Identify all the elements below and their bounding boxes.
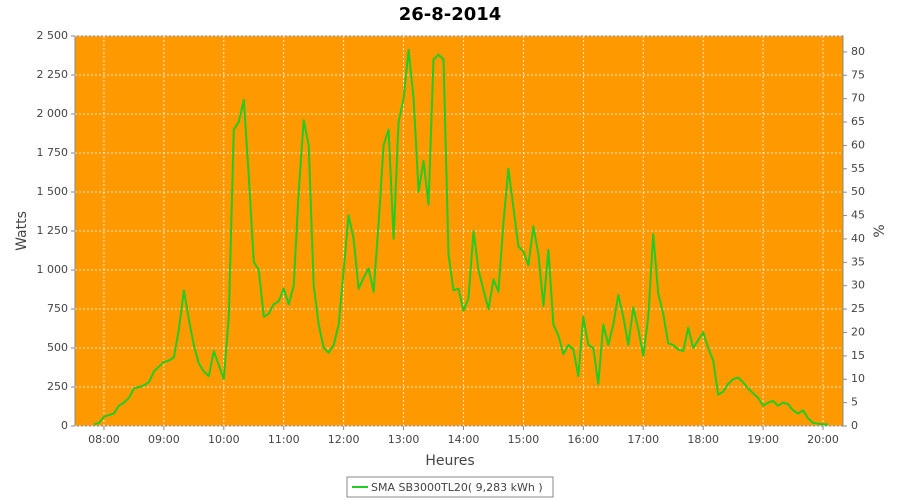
x-tick-label: 10:00 xyxy=(208,433,240,446)
y-tick-label: 1 750 xyxy=(37,146,69,159)
x-tick-label: 19:00 xyxy=(747,433,779,446)
y2-tick-label: 50 xyxy=(851,185,865,198)
y2-tick-label: 10 xyxy=(851,372,865,385)
y-tick-label: 0 xyxy=(61,419,68,432)
x-tick-label: 20:00 xyxy=(807,433,839,446)
y-tick-label: 2 250 xyxy=(37,68,69,81)
y2-tick-label: 75 xyxy=(851,68,865,81)
x-tick-label: 12:00 xyxy=(328,433,360,446)
y2-tick-label: 80 xyxy=(851,45,865,58)
legend-box xyxy=(346,476,554,498)
x-axis-label: Heures xyxy=(425,453,474,469)
y2-tick-label: 20 xyxy=(851,325,865,338)
y2-tick-label: 70 xyxy=(851,92,865,105)
data-line xyxy=(93,49,828,426)
y2-tick-label: 45 xyxy=(851,209,865,222)
y2-tick-label: 40 xyxy=(851,232,865,245)
y2-tick-label: 0 xyxy=(851,419,858,432)
y2-tick-label: 60 xyxy=(851,138,865,151)
chart-title: 26-8-2014 xyxy=(399,4,502,25)
y2-tick-label: 5 xyxy=(851,396,858,409)
y2-tick-label: 65 xyxy=(851,115,865,128)
y-tick-label: 2 000 xyxy=(37,107,69,120)
legend-label: SMA SB3000TL20( 9,283 kWh ) xyxy=(371,481,543,494)
y-tick-label: 750 xyxy=(47,302,68,315)
x-tick-label: 13:00 xyxy=(388,433,420,446)
x-tick-label: 17:00 xyxy=(627,433,659,446)
y2-tick-label: 15 xyxy=(851,349,865,362)
y2-tick-label: 35 xyxy=(851,255,865,268)
x-tick-label: 18:00 xyxy=(687,433,719,446)
x-tick-label: 16:00 xyxy=(567,433,599,446)
y-tick-label: 2 500 xyxy=(37,29,69,42)
y-tick-label: 1 500 xyxy=(37,185,69,198)
x-tick-label: 14:00 xyxy=(448,433,480,446)
x-tick-label: 15:00 xyxy=(508,433,540,446)
y-tick-label: 1 000 xyxy=(37,263,69,276)
y2-tick-label: 30 xyxy=(851,279,865,292)
y-tick-label: 500 xyxy=(47,341,68,354)
y-axis-label: Watts xyxy=(14,211,30,251)
x-tick-label: 08:00 xyxy=(88,433,120,446)
y2-tick-label: 55 xyxy=(851,162,865,175)
x-tick-label: 11:00 xyxy=(268,433,300,446)
y2-tick-label: 25 xyxy=(851,302,865,315)
y-tick-label: 1 250 xyxy=(37,224,69,237)
x-tick-label: 09:00 xyxy=(148,433,180,446)
y-tick-label: 250 xyxy=(47,380,68,393)
y2-axis-label: % xyxy=(872,224,888,237)
